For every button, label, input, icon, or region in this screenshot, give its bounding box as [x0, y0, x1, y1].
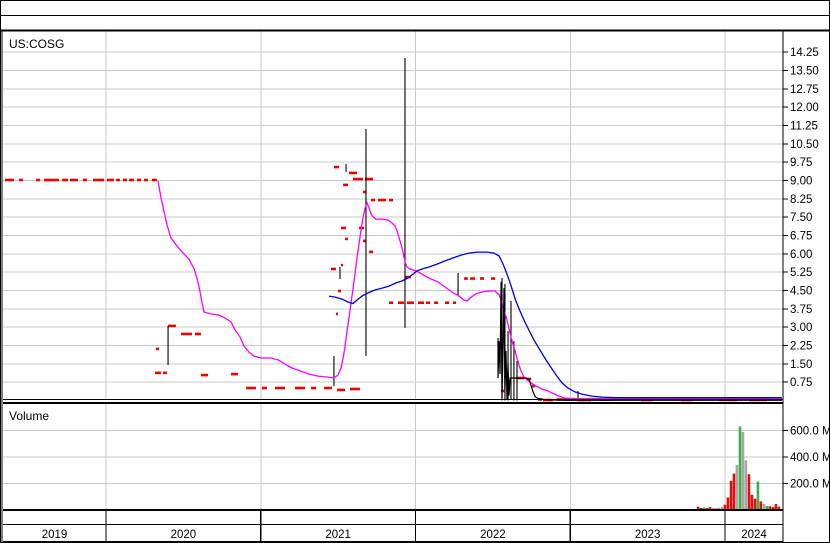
- price-axis-label: 10.50: [790, 139, 819, 151]
- volume-bar: [768, 506, 772, 510]
- volume-axis-label: 200.0 M: [790, 479, 830, 491]
- price-axis-label: 14.25: [790, 47, 819, 59]
- volume-bar: [738, 426, 742, 510]
- price-axis-label: 6.75: [790, 231, 812, 243]
- volume-axis-label: 600.0 M: [790, 426, 830, 438]
- price-axis-label: 1.50: [790, 359, 812, 371]
- volume-bar: [708, 507, 712, 510]
- volume-bar: [744, 460, 748, 510]
- price-axis-label: 12.75: [790, 84, 819, 96]
- x-axis-year-label: 2021: [325, 529, 351, 541]
- volume-bar: [735, 464, 739, 510]
- volume-bar: [723, 504, 727, 510]
- price-axis-label: 4.50: [790, 286, 812, 298]
- price-axis-label: 0.75: [790, 377, 812, 389]
- x-axis-year-label: 2019: [42, 529, 68, 541]
- volume-bar: [756, 481, 760, 510]
- price-axis-label: 6.00: [790, 249, 812, 261]
- volume-bar: [729, 480, 733, 510]
- price-axis-label: 13.50: [790, 66, 819, 78]
- price-axis-label: 2.25: [790, 341, 812, 353]
- volume-bar: [771, 507, 775, 510]
- volume-bar: [702, 507, 706, 510]
- volume-bar: [750, 494, 754, 510]
- price-axis-label: 7.50: [790, 212, 812, 224]
- volume-bar: [759, 501, 763, 510]
- close-price-line: [497, 281, 782, 401]
- volume-bar: [741, 431, 745, 510]
- moving-average-line-blue: [328, 251, 782, 399]
- volume-axis-label: 400.0 M: [790, 452, 830, 464]
- price-axis-label: 3.75: [790, 304, 812, 316]
- x-axis-year-label: 2022: [480, 529, 506, 541]
- x-axis-year-label: 2023: [635, 529, 661, 541]
- moving-average-line-magenta: [157, 180, 782, 400]
- price-axis-label: 11.25: [790, 121, 818, 133]
- volume-bar: [753, 498, 757, 510]
- symbol-label: US:COSG: [9, 37, 64, 51]
- price-axis-label: 9.00: [790, 176, 812, 188]
- volume-bar: [765, 506, 769, 510]
- x-axis-year-label: 2020: [171, 529, 197, 541]
- price-axis-label: 3.00: [790, 322, 812, 334]
- x-axis-year-label: 2024: [741, 529, 767, 541]
- volume-bar: [696, 506, 700, 510]
- price-axis-label: 5.25: [790, 267, 812, 279]
- volume-bar: [777, 506, 781, 510]
- price-axis-label: 12.00: [790, 102, 819, 114]
- price-axis-label: 9.75: [790, 157, 812, 169]
- volume-bar: [747, 474, 751, 510]
- price-axis-label: 8.25: [790, 194, 812, 206]
- volume-bar: [732, 473, 736, 510]
- volume-bar: [762, 504, 766, 510]
- volume-bar: [720, 506, 724, 510]
- volume-panel-label: Volume: [9, 409, 49, 423]
- volume-bar: [726, 497, 730, 510]
- volume-bar: [774, 504, 778, 510]
